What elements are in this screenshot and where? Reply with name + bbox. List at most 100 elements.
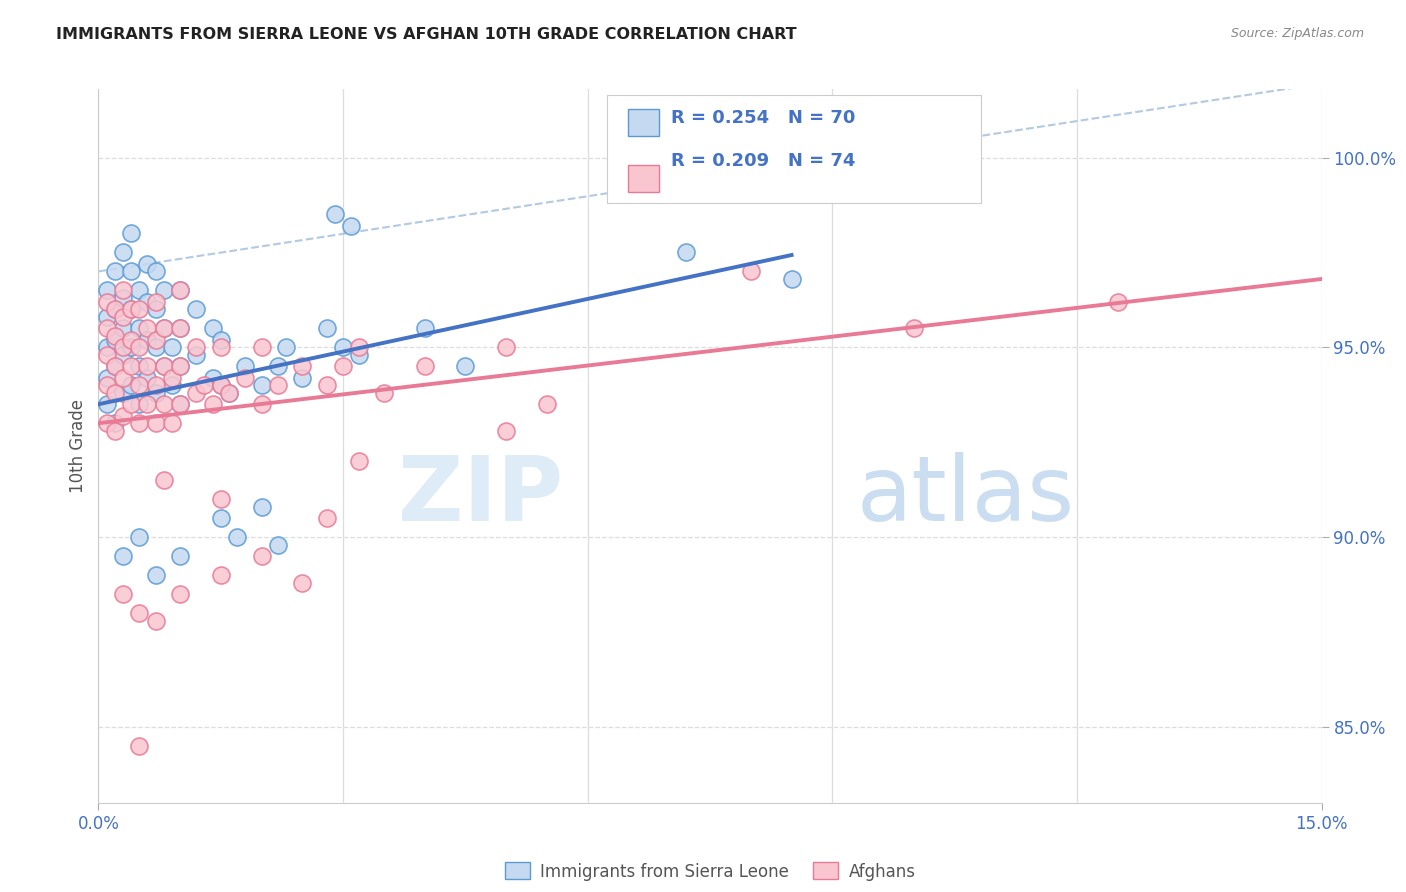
Point xyxy=(186,302,208,317)
Point xyxy=(120,264,142,278)
Point xyxy=(740,264,762,278)
Point xyxy=(675,245,697,260)
Point xyxy=(169,397,191,411)
Point xyxy=(128,359,150,374)
Point xyxy=(413,321,436,335)
Point xyxy=(96,397,118,411)
Point xyxy=(111,348,134,362)
Point xyxy=(152,321,174,335)
Point xyxy=(209,378,232,392)
Point xyxy=(169,284,191,298)
Point xyxy=(120,302,142,317)
Point xyxy=(201,397,224,411)
Point xyxy=(128,340,150,354)
Point xyxy=(136,257,159,271)
Point xyxy=(201,321,224,335)
Text: IMMIGRANTS FROM SIERRA LEONE VS AFGHAN 10TH GRADE CORRELATION CHART: IMMIGRANTS FROM SIERRA LEONE VS AFGHAN 1… xyxy=(56,27,797,42)
Point xyxy=(111,321,134,335)
Text: ZIP: ZIP xyxy=(398,452,564,540)
Point xyxy=(169,284,191,298)
Point xyxy=(145,378,167,392)
Point xyxy=(96,348,118,362)
Point xyxy=(96,416,118,430)
Point xyxy=(145,264,167,278)
Point xyxy=(111,549,134,563)
Point xyxy=(160,416,183,430)
Text: atlas: atlas xyxy=(856,452,1076,540)
Point xyxy=(104,385,127,400)
Point xyxy=(373,385,395,400)
Point xyxy=(120,302,142,317)
Point xyxy=(186,348,208,362)
Point xyxy=(136,321,159,335)
Point xyxy=(152,397,174,411)
Point xyxy=(111,409,134,423)
Point xyxy=(267,538,290,552)
Point xyxy=(111,370,134,384)
Point xyxy=(128,302,150,317)
Point xyxy=(291,370,314,384)
Point xyxy=(96,370,118,384)
Point xyxy=(152,284,174,298)
Point xyxy=(413,359,436,374)
Point xyxy=(169,549,191,563)
Point xyxy=(780,272,803,286)
Point xyxy=(104,359,127,374)
Point xyxy=(169,397,191,411)
Point xyxy=(96,340,118,354)
Point xyxy=(226,530,249,544)
Point xyxy=(291,359,314,374)
Point xyxy=(267,359,290,374)
Point xyxy=(495,424,517,438)
Point xyxy=(145,340,167,354)
Point xyxy=(160,370,183,384)
Point xyxy=(233,359,256,374)
Point xyxy=(315,321,337,335)
Point xyxy=(169,359,191,374)
Point xyxy=(349,348,371,362)
Text: R = 0.209   N = 74: R = 0.209 N = 74 xyxy=(671,152,855,169)
Point xyxy=(152,473,174,487)
Point xyxy=(145,416,167,430)
Point xyxy=(111,587,134,601)
Legend: Immigrants from Sierra Leone, Afghans: Immigrants from Sierra Leone, Afghans xyxy=(498,855,922,888)
Point xyxy=(96,294,118,309)
Point xyxy=(128,321,150,335)
Point xyxy=(250,378,273,392)
Point xyxy=(104,424,127,438)
Point xyxy=(128,416,150,430)
Point xyxy=(111,340,134,354)
Point xyxy=(332,340,354,354)
Point xyxy=(145,333,167,347)
Point xyxy=(120,378,142,392)
Point xyxy=(145,568,167,582)
Point xyxy=(111,245,134,260)
Point xyxy=(536,397,558,411)
Point xyxy=(315,378,337,392)
Point xyxy=(315,511,337,525)
Point xyxy=(111,385,134,400)
Point xyxy=(104,359,127,374)
Point xyxy=(128,378,150,392)
Point xyxy=(340,219,363,233)
Point xyxy=(250,500,273,514)
Point xyxy=(136,294,159,309)
Point xyxy=(349,340,371,354)
Point xyxy=(128,397,150,411)
Point xyxy=(128,606,150,620)
Point xyxy=(120,359,142,374)
Point xyxy=(169,359,191,374)
Point xyxy=(111,310,134,324)
Point xyxy=(145,614,167,628)
Point xyxy=(201,370,224,384)
Point xyxy=(120,340,142,354)
Y-axis label: 10th Grade: 10th Grade xyxy=(69,399,87,493)
Point xyxy=(454,359,477,374)
Point xyxy=(1107,294,1129,309)
Point xyxy=(96,378,118,392)
Point xyxy=(96,310,118,324)
Point xyxy=(120,227,142,241)
Point xyxy=(349,454,371,468)
Point xyxy=(250,340,273,354)
Point xyxy=(250,549,273,563)
